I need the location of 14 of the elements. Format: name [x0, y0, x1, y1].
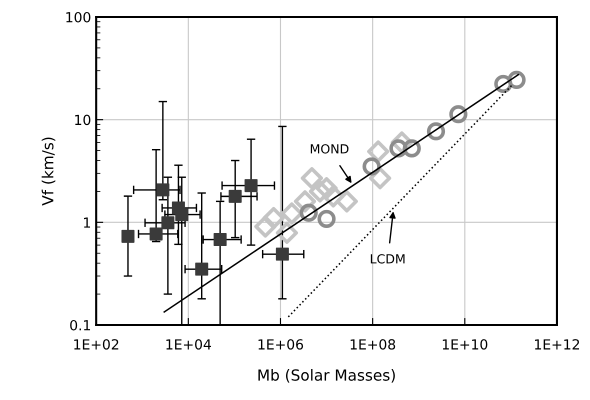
- y-tick-label: 1: [84, 217, 90, 228]
- annotation: MOND: [310, 144, 348, 154]
- x-tick-label: 1E+02: [74, 339, 118, 350]
- annotation: LCDM: [370, 254, 405, 264]
- x-tick-label: 1E+04: [166, 339, 212, 350]
- x-tick-label: 1E+10: [442, 339, 488, 350]
- y-tick-label: 0.1: [70, 320, 90, 330]
- x-axis-title: Mb (Solar Masses): [258, 368, 395, 383]
- y-tick-label: 10: [75, 114, 90, 126]
- x-tick-label: 1E+08: [350, 339, 396, 350]
- y-axis-title: Vf (km/s): [42, 138, 56, 206]
- x-tick-label: 1E+12: [535, 339, 580, 350]
- y-tick-label: 100: [66, 12, 90, 22]
- x-tick-label: 1E+06: [258, 339, 304, 350]
